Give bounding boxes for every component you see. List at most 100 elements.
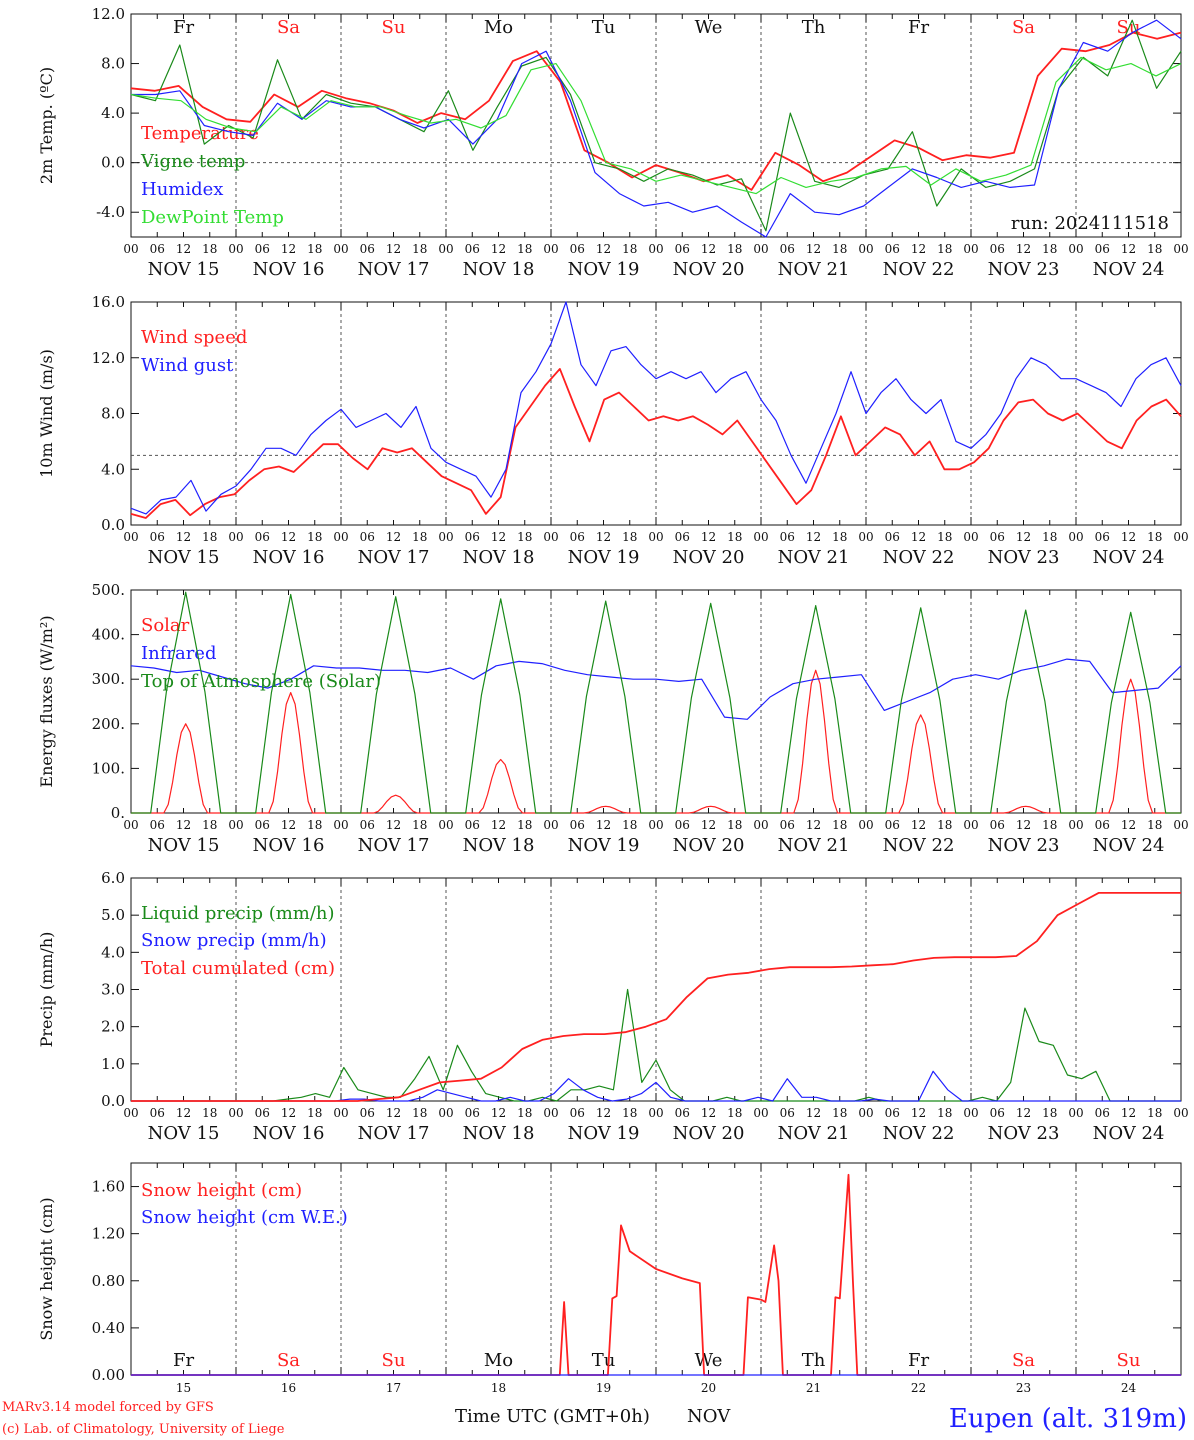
series-line-vigne-temp (130, 19, 1182, 232)
x-hour-label: 12 (1121, 1106, 1136, 1120)
series-line-temperature (130, 31, 1182, 191)
x-hour-label: 12 (386, 530, 401, 544)
x-hour-label: 06 (150, 530, 165, 544)
x-hour-label: 00 (228, 1106, 243, 1120)
chart-panel-energy: 0. 100. 200. 300. 400. 500. Energy fluxes (W/m… (37, 581, 1189, 856)
y-tick-label: 1.60 (92, 1178, 125, 1196)
weekday-label: Su (382, 17, 406, 38)
legend-entry: Humidex (141, 179, 223, 200)
x-date-label: NOV 21 (778, 547, 850, 568)
day-number-label: 19 (596, 1381, 611, 1395)
x-date-label: NOV 19 (568, 1123, 640, 1144)
x-hour-label: 18 (1147, 1106, 1162, 1120)
run-label: run: 2024111518 (1011, 213, 1169, 234)
time-axis-label: Time UTC (GMT+0h) (455, 1406, 650, 1427)
legend-entry: Wind speed (141, 327, 247, 348)
x-date-label: NOV 22 (883, 835, 955, 856)
x-hour-label: 18 (727, 530, 742, 544)
x-hour-label: 00 (963, 1106, 978, 1120)
series-line-dewpoint-temp (130, 56, 1182, 195)
x-hour-label: 00 (858, 242, 873, 256)
x-hour-label: 18 (727, 1106, 742, 1120)
x-hour-label: 00 (123, 1106, 138, 1120)
weekday-label: Sa (1012, 1350, 1035, 1371)
x-hour-label: 18 (1042, 242, 1057, 256)
x-date-label: NOV 21 (778, 1123, 850, 1144)
weekday-label: Sa (277, 1350, 300, 1371)
x-hour-label: 06 (570, 530, 585, 544)
x-hour-label: 18 (307, 818, 322, 832)
x-hour-label: 06 (465, 242, 480, 256)
x-hour-label: 06 (255, 242, 270, 256)
x-hour-label: 06 (150, 242, 165, 256)
x-hour-label: 00 (333, 530, 348, 544)
x-hour-label: 00 (333, 818, 348, 832)
y-tick-label: 3.0 (101, 981, 125, 999)
x-date-label: NOV 15 (148, 547, 220, 568)
x-hour-label: 00 (648, 530, 663, 544)
day-number-label: 20 (701, 1381, 716, 1395)
x-hour-label: 06 (990, 1106, 1005, 1120)
x-date-label: NOV 22 (883, 259, 955, 280)
y-tick-label: 8.0 (101, 405, 125, 423)
x-hour-label: 12 (806, 818, 821, 832)
x-hour-label: 06 (255, 1106, 270, 1120)
x-hour-label: 06 (780, 242, 795, 256)
y-tick-label: 1.0 (101, 1055, 125, 1073)
chart-panel-snow: 0.00 0.40 0.80 1.20 1.60 Snow height (cm) Fr Sa… (37, 1162, 1182, 1395)
x-hour-label: 06 (150, 818, 165, 832)
y-tick-label: 1.20 (92, 1225, 125, 1243)
x-hour-label: 06 (675, 242, 690, 256)
x-hour-label: 06 (360, 530, 375, 544)
x-hour-label: 06 (990, 242, 1005, 256)
weekday-label: Tu (592, 1350, 616, 1371)
x-hour-label: 06 (990, 818, 1005, 832)
x-hour-label: 12 (701, 530, 716, 544)
x-hour-label: 06 (780, 1106, 795, 1120)
x-date-label: NOV 22 (883, 547, 955, 568)
chart-panel-wind: 0.0 4.0 8.0 12.0 16.0 10m Wind (m/s) 00 06 12 18 N… (37, 293, 1189, 568)
x-hour-label: 12 (1016, 242, 1031, 256)
x-hour-label: 06 (255, 818, 270, 832)
legend-entry: Snow height (cm) (141, 1180, 302, 1201)
day-number-label: 16 (281, 1381, 296, 1395)
day-number-label: 17 (386, 1381, 401, 1395)
x-date-label: NOV 16 (253, 259, 325, 280)
x-hour-label: 00 (123, 530, 138, 544)
x-hour-label: 12 (911, 530, 926, 544)
legend-entry: Temperature (141, 123, 259, 144)
x-hour-label: 00 (858, 530, 873, 544)
weekday-label: Tu (592, 17, 616, 38)
y-tick-label: 500. (92, 581, 125, 599)
x-date-label: NOV 18 (463, 1123, 535, 1144)
y-tick-label: 8.0 (101, 55, 125, 73)
x-hour-label: 00 (648, 1106, 663, 1120)
x-hour-label: 12 (281, 242, 296, 256)
chart-panel-precip: 0.0 1.0 2.0 3.0 4.0 5.0 6.0 Precip (mm/h) 00 06 12… (37, 869, 1189, 1144)
x-hour-label: 18 (937, 818, 952, 832)
x-date-label: NOV 23 (988, 547, 1060, 568)
x-hour-label: 12 (911, 242, 926, 256)
y-tick-label: 12.0 (92, 349, 125, 367)
x-hour-label: 00 (1173, 1106, 1188, 1120)
y-tick-label: 100. (92, 759, 125, 777)
x-hour-label: 00 (228, 530, 243, 544)
weekday-label: Mo (484, 17, 513, 38)
x-hour-label: 18 (1147, 242, 1162, 256)
x-date-label: NOV 15 (148, 259, 220, 280)
x-hour-label: 06 (570, 818, 585, 832)
x-hour-label: 18 (307, 530, 322, 544)
y-tick-label: 6.0 (101, 869, 125, 887)
footer-model-credit: MARv3.14 model forced by GFS (2, 1400, 214, 1415)
weekday-label: Fr (908, 17, 929, 38)
y-tick-label: 0. (111, 804, 125, 822)
station-label: Eupen (alt. 319m) (949, 1404, 1187, 1434)
x-date-label: NOV 19 (568, 835, 640, 856)
x-hour-label: 06 (885, 818, 900, 832)
x-hour-label: 00 (1173, 242, 1188, 256)
x-date-label: NOV 22 (883, 1123, 955, 1144)
x-hour-label: 18 (412, 818, 427, 832)
x-hour-label: 12 (281, 1106, 296, 1120)
x-hour-label: 18 (937, 242, 952, 256)
legend-entry: Snow height (cm W.E.) (141, 1207, 348, 1228)
